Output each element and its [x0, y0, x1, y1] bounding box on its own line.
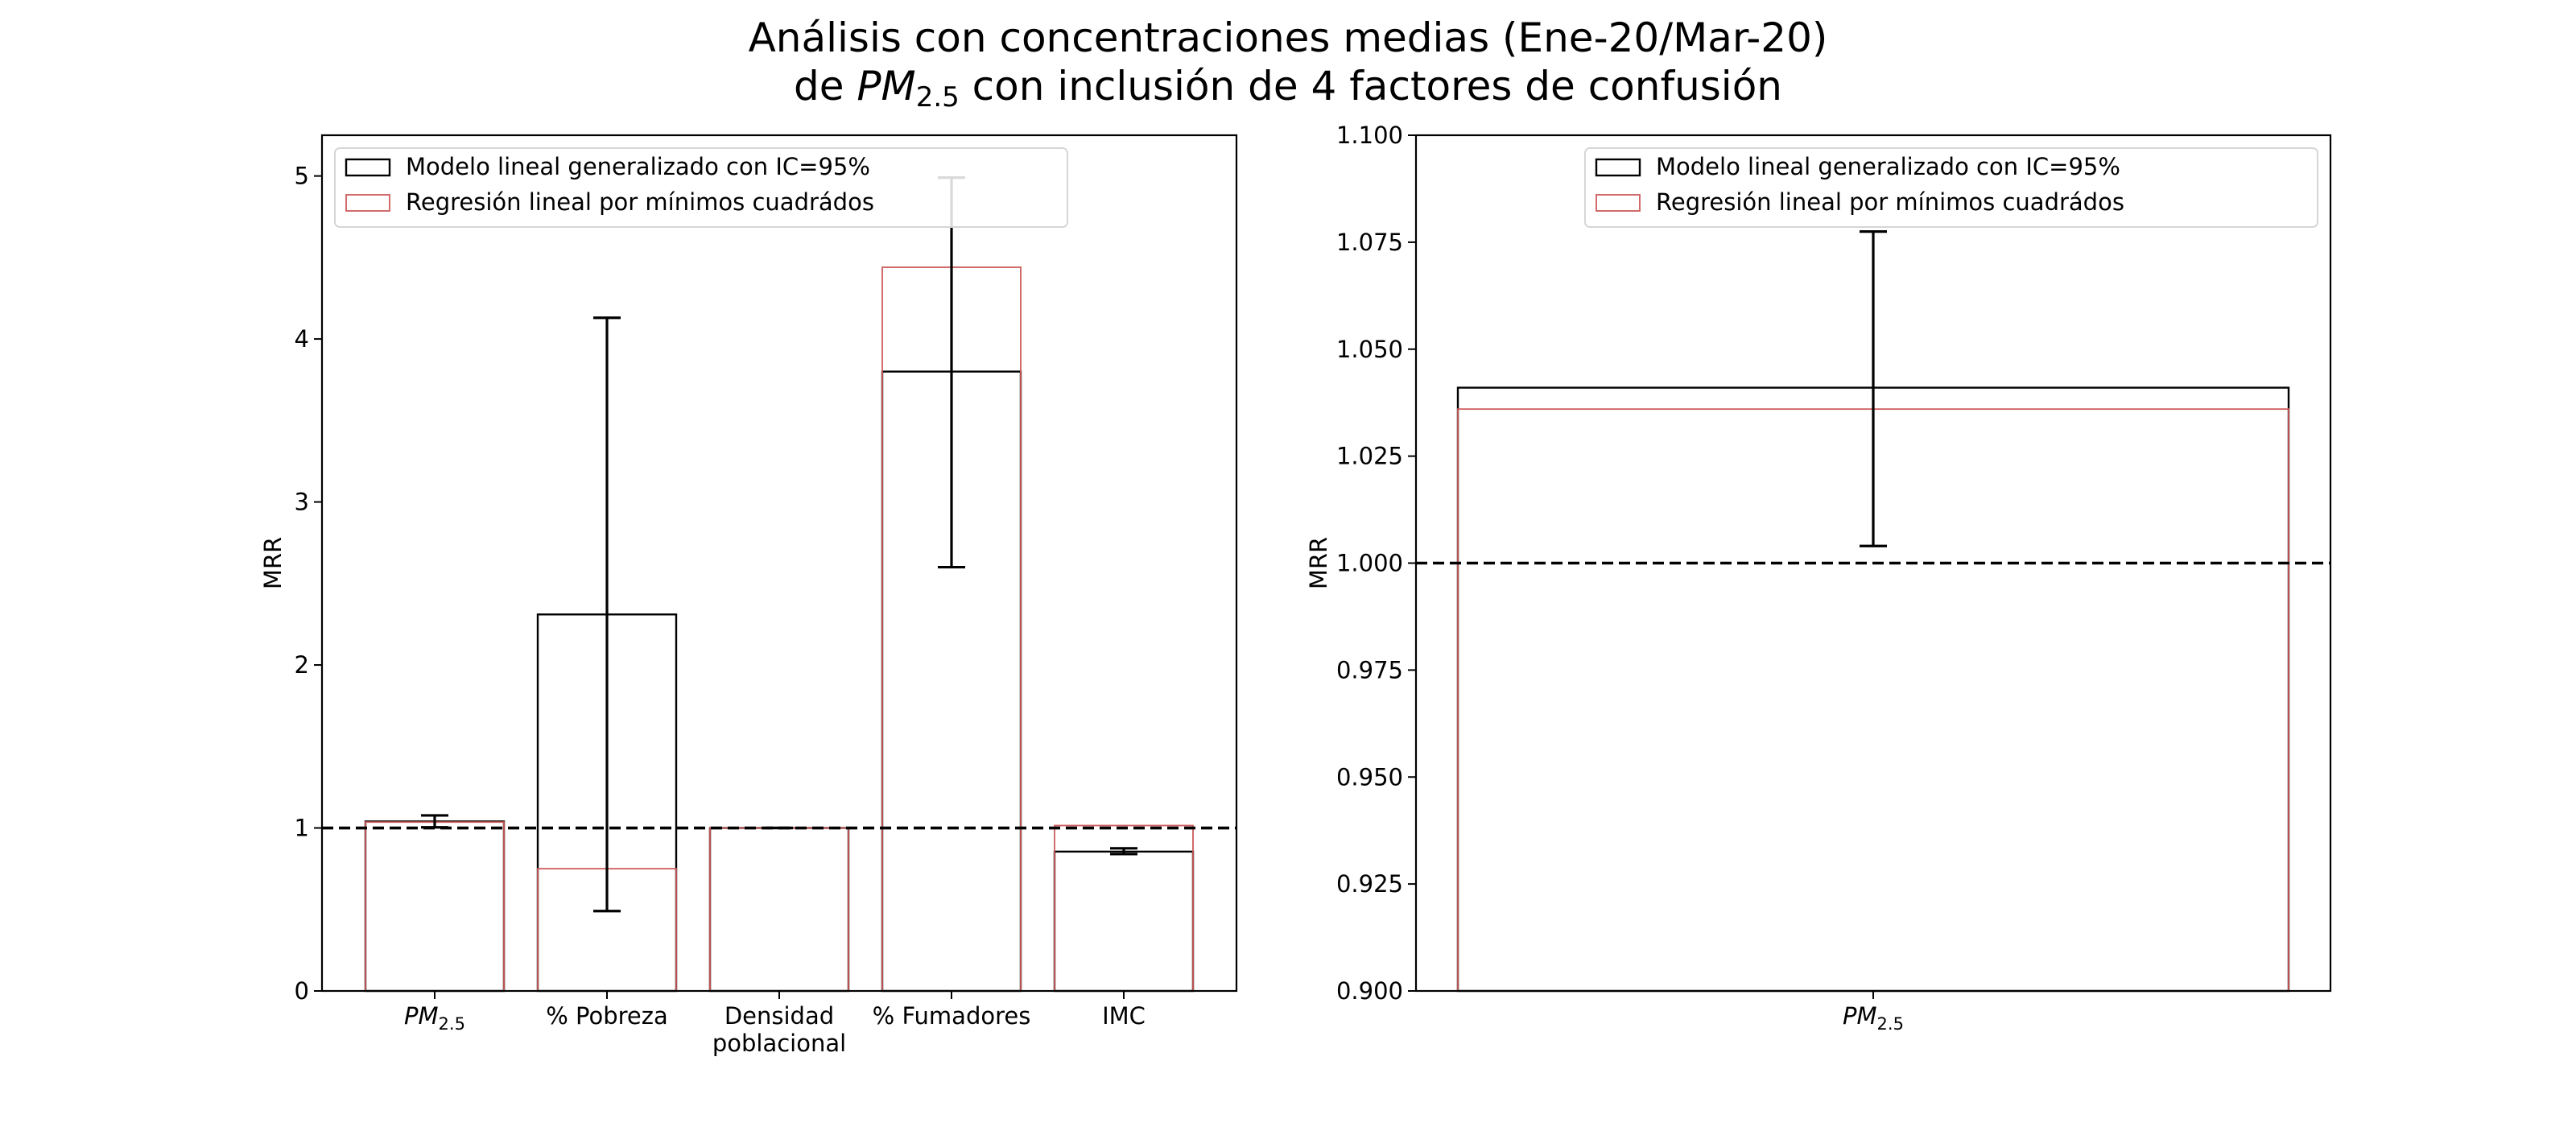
legend-label-glm: Modelo lineal generalizado con IC=95%	[406, 153, 870, 180]
y-tick-label: 0.925	[1336, 870, 1403, 898]
x-tick-label: IMC	[1102, 1002, 1146, 1030]
left-panel: 0 1 2 3 4 5 MRR PM2.5 % Pobreza Densidadpoblacion…	[259, 134, 1238, 1057]
legend-frame	[334, 147, 1068, 228]
x-tick-label-subscript: 2.5	[1877, 1014, 1904, 1034]
x-tick-label-line-2: poblacional	[712, 1030, 846, 1057]
y-tick-label: 2	[295, 651, 309, 679]
legend-label-glm: Modelo lineal generalizado con IC=95%	[1656, 153, 2120, 180]
title-suffix: con inclusión de 4 factores de confusión	[960, 63, 1782, 109]
x-tick-label: PM2.5	[1843, 1002, 1904, 1034]
legend-label-ols: Regresión lineal por mínimos cuadrádos	[1656, 188, 2124, 216]
y-tick-label: 1.100	[1336, 122, 1403, 149]
title-pm-symbol: PM	[857, 63, 915, 109]
figure-title-line-1: Análisis con concentraciones medias (Ene…	[749, 14, 1828, 61]
y-axis-label: MRR	[259, 537, 287, 589]
y-tick-label: 0	[295, 977, 309, 1005]
y-tick-label: 1	[295, 815, 309, 842]
error-bar	[1110, 847, 1137, 856]
y-tick-label: 1.025	[1336, 443, 1403, 470]
y-tick-label: 0.950	[1336, 763, 1403, 791]
legend: Modelo lineal generalizado con IC=95% Reg…	[334, 147, 1068, 228]
legend-swatch-glm	[345, 158, 391, 177]
legend-swatch-glm	[1595, 158, 1641, 177]
y-tick-label: 3	[295, 489, 309, 516]
error-bar	[593, 316, 621, 913]
y-tick-label: 4	[295, 325, 309, 353]
right-panel: 0.900 0.925 0.950 0.975 1.000 1.025 1.050 1.075…	[1305, 122, 2332, 1034]
y-tick-label: 0.900	[1336, 977, 1403, 1005]
x-tick-label-symbol: PM	[404, 1002, 439, 1030]
title-prefix: de	[794, 63, 857, 109]
x-tick-label: % Pobreza	[546, 1002, 668, 1030]
legend-swatch-ols	[345, 194, 390, 212]
legend: Modelo lineal generalizado con IC=95% Reg…	[1584, 147, 2318, 228]
legend-frame	[1584, 147, 2318, 228]
title-pm-subscript: 2.5	[916, 81, 960, 114]
x-tick-label-subscript: 2.5	[439, 1014, 465, 1034]
y-axis-label: MRR	[1305, 537, 1332, 589]
error-bar	[1860, 229, 1887, 547]
legend-swatch-ols	[1596, 194, 1641, 212]
x-tick-label: PM2.5	[404, 1002, 465, 1034]
y-tick-label: 0.975	[1336, 656, 1403, 683]
y-tick-label: 1.075	[1336, 229, 1403, 256]
legend-label-ols: Regresión lineal por mínimos cuadrádos	[406, 188, 874, 216]
x-tick-label-symbol: PM	[1843, 1002, 1877, 1030]
y-tick-label: 1.050	[1336, 336, 1403, 363]
y-tick-label: 1.000	[1336, 550, 1403, 577]
x-tick-label: % Fumadores	[873, 1002, 1031, 1030]
x-tick-label: Densidad	[724, 1002, 834, 1030]
figure-title-line-2: de PM2.5 con inclusión de 4 factores de …	[794, 63, 1782, 114]
y-tick-label: 5	[295, 163, 309, 190]
